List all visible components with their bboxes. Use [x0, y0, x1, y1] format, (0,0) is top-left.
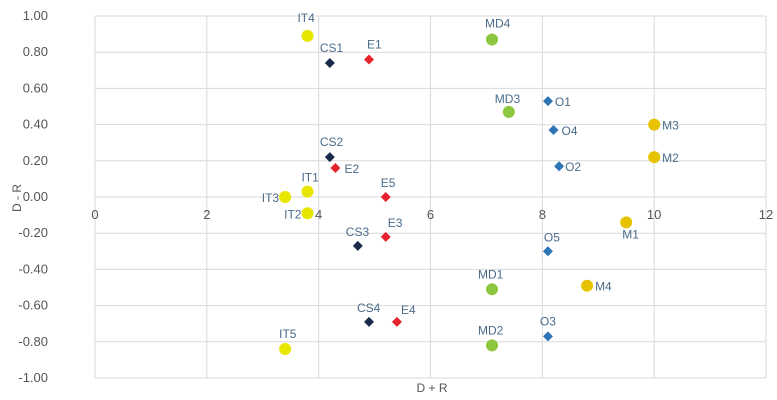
data-point-m2: [648, 151, 661, 164]
data-point-e1: [363, 54, 374, 65]
point-label-m2: M2: [662, 151, 679, 165]
y-tick-label: 0.40: [23, 117, 48, 132]
point-label-e5: E5: [381, 176, 396, 190]
data-points: [279, 29, 661, 356]
y-tick-label: -0.20: [18, 225, 48, 240]
data-point-o5: [542, 246, 553, 257]
point-label-o3: O3: [540, 314, 556, 328]
point-label-o4: O4: [562, 124, 578, 138]
grid-lines: [94, 15, 767, 379]
point-label-m3: M3: [662, 119, 679, 133]
point-label-cs2: CS2: [320, 135, 344, 149]
data-point-cs4: [363, 316, 374, 327]
data-point-md1: [486, 283, 499, 296]
y-tick-label: 1.00: [23, 8, 48, 23]
y-tick-label: -0.40: [18, 261, 48, 276]
point-label-it5: IT5: [279, 327, 297, 341]
point-label-it3: IT3: [262, 191, 280, 205]
data-point-m3: [648, 118, 661, 131]
point-labels: IT4 MD4 CS1 E1 O1 MD3 M3 O4 M2 CS2 O2 E2 IT1 E5 IT3 IT2…: [262, 11, 679, 341]
point-label-o5: O5: [544, 230, 560, 244]
y-tick-label: -0.60: [18, 298, 48, 313]
point-label-md3: MD3: [495, 92, 521, 106]
y-tick-label: -1.00: [18, 370, 48, 385]
y-tick-label: 0.00: [23, 189, 48, 204]
point-label-e4: E4: [401, 303, 416, 317]
data-point-cs1: [324, 58, 335, 69]
point-label-it2: IT2: [284, 207, 302, 221]
point-label-cs1: CS1: [320, 41, 344, 55]
data-point-it2: [301, 207, 314, 220]
point-label-m4: M4: [595, 280, 612, 294]
data-point-e5: [380, 192, 391, 202]
data-point-e4: [391, 316, 402, 327]
data-point-o1: [542, 96, 553, 107]
x-tick-label: 4: [315, 207, 322, 222]
data-point-it4: [301, 29, 314, 42]
y-axis-title: D - R: [10, 184, 24, 212]
point-label-o2: O2: [565, 160, 581, 174]
data-point-e3: [380, 231, 391, 242]
point-label-md2: MD2: [478, 323, 504, 337]
point-label-it4: IT4: [297, 11, 315, 25]
data-point-it1: [301, 185, 314, 198]
point-label-md4: MD4: [485, 17, 511, 31]
x-tick-label: 0: [91, 207, 98, 222]
x-tick-label: 8: [539, 207, 546, 222]
data-point-md4: [486, 33, 499, 46]
data-point-cs2: [324, 152, 335, 163]
x-axis-ticks: 0 2 4 6 8 10 12: [91, 207, 773, 222]
data-point-o3: [542, 331, 553, 342]
point-label-it1: IT1: [301, 171, 319, 185]
data-point-m1: [620, 216, 633, 229]
data-point-md2: [486, 339, 499, 352]
point-label-o1: O1: [555, 95, 571, 109]
point-label-cs4: CS4: [357, 301, 381, 315]
y-axis-ticks: 1.00 0.80 0.60 0.40 0.20 0.00 -0.20 -0.40 -0.60 -…: [18, 8, 48, 385]
point-label-md1: MD1: [478, 267, 504, 281]
point-label-e2: E2: [344, 162, 359, 176]
point-label-e3: E3: [388, 216, 403, 230]
y-tick-label: 0.60: [23, 80, 48, 95]
data-point-o2: [554, 161, 565, 172]
point-label-m1: M1: [622, 227, 639, 241]
y-tick-label: 0.20: [23, 153, 48, 168]
data-point-m4: [581, 279, 594, 292]
data-point-md3: [502, 105, 515, 118]
data-point-it3: [279, 191, 292, 203]
point-label-cs3: CS3: [346, 225, 370, 239]
x-tick-label: 12: [759, 207, 773, 222]
x-axis-title: D + R: [416, 381, 447, 395]
data-point-cs3: [352, 240, 363, 251]
point-label-e1: E1: [367, 37, 382, 51]
y-tick-label: -0.80: [18, 334, 48, 349]
x-tick-label: 6: [427, 207, 434, 222]
data-point-o4: [548, 125, 559, 136]
data-point-it5: [279, 343, 292, 356]
data-point-e2: [330, 163, 341, 174]
x-tick-label: 2: [203, 207, 210, 222]
y-tick-label: 0.80: [23, 44, 48, 59]
x-tick-label: 10: [647, 207, 661, 222]
